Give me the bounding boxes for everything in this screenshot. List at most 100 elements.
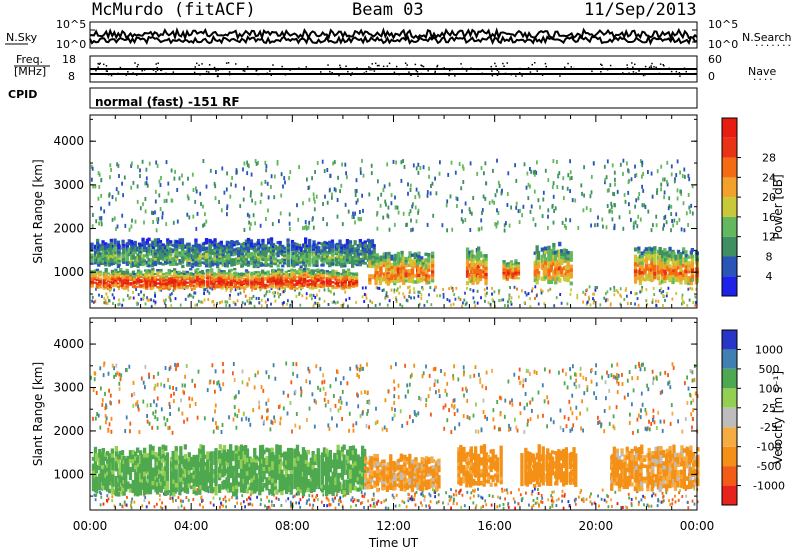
power-near-range-scatter [132,296,135,300]
station-title: McMurdo (fitACF) [92,0,256,20]
power-echo-cell [298,277,302,281]
power-echo-cell [129,245,134,249]
power-echo-cell [210,280,215,283]
power-echo-cell [375,271,379,275]
power-near-range-scatter [118,302,121,306]
power-echo-cell [271,284,275,287]
power-echo-cell [303,281,307,284]
power-echo-cell [516,262,521,265]
power-echo-cell [687,275,691,280]
power-echo-cell [384,277,389,281]
power-echo-cell [236,279,240,282]
velocity-speckle [322,386,325,391]
power-near-range-scatter [316,302,319,305]
power-speckle [322,202,324,206]
power-speckle [567,173,570,178]
power-echo-cell [261,255,265,259]
power-echo-cell [506,265,511,268]
velocity-speckle [608,388,611,393]
power-echo-cell [242,254,246,258]
power-near-range-scatter [384,296,387,300]
power-echo-cell [173,282,177,286]
power-speckle [687,173,690,178]
power-echo-cell [221,261,225,265]
power-echo-cell [417,273,421,277]
power-echo-cell [372,248,376,252]
power-echo-cell [240,280,244,283]
power-echo-cell [431,269,435,274]
power-speckle [503,228,506,233]
power-near-range-scatter [104,299,107,303]
power-echo-cell [210,271,214,275]
power-echo-cell [400,266,404,270]
power-echo-cell [257,249,261,254]
power-near-range-scatter [112,302,114,305]
power-echo-cell [682,247,686,251]
power-near-range-scatter [129,296,132,300]
velocity-speckle [218,383,221,388]
power-speckle [551,185,554,190]
power-echo-cell [175,250,179,254]
velocity-speckle [194,402,197,406]
power-echo-cell [353,249,357,253]
freq-dot [628,72,630,74]
power-echo-cell [502,267,506,271]
power-echo-cell [335,282,339,285]
power-speckle [450,160,453,165]
power-echo-cell [221,255,225,259]
power-echo-cell [236,282,240,285]
power-echo-cell [535,268,539,273]
power-echo-cell [189,278,193,281]
freq-dot [269,70,271,72]
power-near-range-scatter [393,290,396,294]
power-echo-cell [259,279,263,282]
power-echo-cell [225,248,229,252]
power-speckle [387,205,390,210]
power-echo-cell [304,240,308,244]
power-echo-cell [416,265,420,269]
power-echo-cell [246,276,250,279]
power-echo-cell [263,278,267,281]
freq-dot [448,74,450,77]
power-speckle [382,187,385,192]
power-echo-cell [536,253,541,257]
power-ytick-label: 1000 [53,265,84,279]
power-echo-cell [331,284,335,288]
power-echo-cell [170,276,174,279]
power-speckle [477,227,480,232]
power-echo-cell [168,273,172,277]
power-speckle [174,169,176,174]
power-echo-cell [156,278,160,281]
power-near-range-scatter [671,297,674,301]
power-speckle [356,198,359,203]
power-speckle [273,195,276,200]
power-echo-cell [647,273,652,278]
power-speckle [637,196,640,201]
power-speckle [642,188,645,193]
power-echo-cell [684,272,688,278]
power-near-range-scatter [592,297,594,301]
power-echo-cell [353,259,357,263]
velocity-speckle [393,400,396,405]
velocity-speckle [686,375,688,380]
power-echo-cell [198,254,202,258]
power-echo-cell [125,268,129,272]
velocity-speckle [90,375,92,380]
velocity-speckle [652,381,654,386]
power-echo-cell [554,277,558,282]
power-echo-cell [284,279,288,282]
power-near-range-scatter [547,289,550,293]
power-echo-cell [153,260,158,264]
power-echo-cell [171,261,175,264]
power-echo-cell [169,263,173,266]
cpid-label: CPID [8,88,38,101]
power-echo-cell [246,285,250,288]
power-echo-cell [185,274,189,277]
power-echo-cell [338,263,342,267]
power-speckle [91,224,94,229]
power-speckle [428,174,430,179]
power-speckle [345,171,347,176]
power-echo-cell [475,269,480,274]
power-echo-cell [191,244,195,248]
velocity-speckle [217,425,220,430]
